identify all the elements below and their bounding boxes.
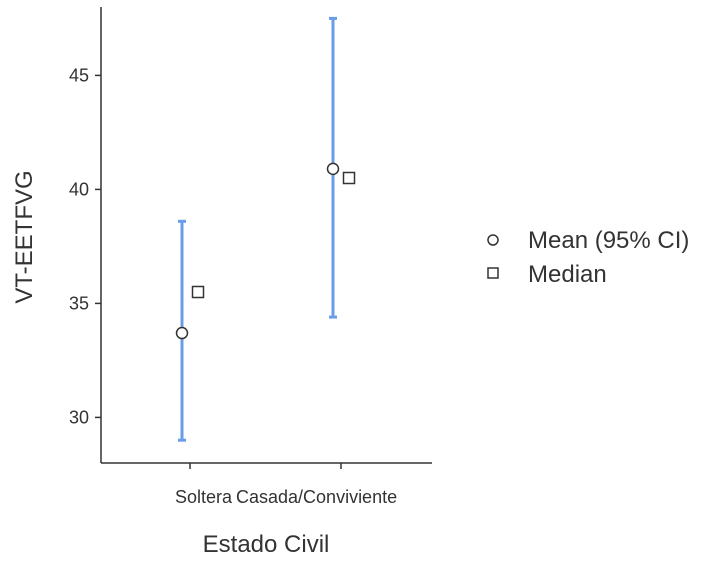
legend-mean-marker (487, 234, 499, 246)
legend-median-label: Median (528, 261, 607, 288)
plot-area: 30 35 40 45 Soltera Casada/Conviviente (69, 7, 432, 507)
median-point (342, 171, 356, 185)
median-point (191, 285, 205, 299)
x-axis-title: Estado Civil (203, 531, 330, 558)
y-tick-label: 45 (69, 65, 89, 85)
y-tick-label: 30 (69, 407, 89, 427)
y-tick-label: 35 (69, 293, 89, 313)
legend-mean-label: Mean (95% CI) (528, 227, 689, 254)
x-tick-label: Casada/Conviviente (236, 487, 397, 507)
legend: Mean (95% CI) Median (487, 227, 689, 288)
mean-point (175, 326, 189, 340)
legend-median-marker (487, 267, 499, 279)
x-tick-label: Soltera (175, 487, 233, 507)
y-tick-label: 40 (69, 179, 89, 199)
y-axis-title: VT-EETFVG (11, 170, 38, 303)
mean-point (326, 162, 340, 176)
